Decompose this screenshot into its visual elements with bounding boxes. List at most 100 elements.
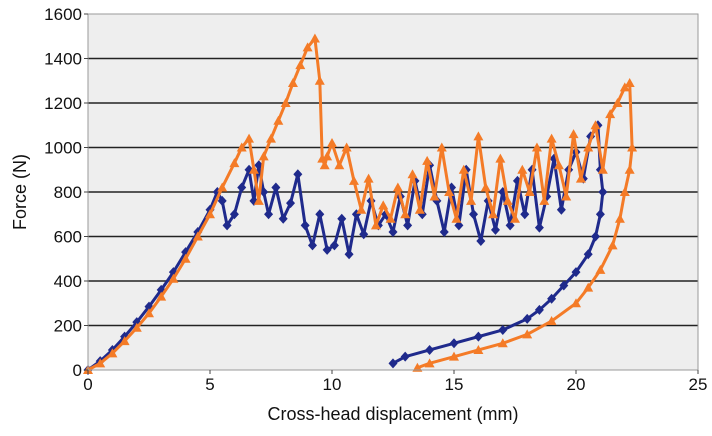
series-1-point [583, 249, 593, 260]
series-2-point [458, 164, 469, 174]
series-2-point [280, 98, 291, 107]
x-tick-label: 5 [205, 375, 214, 394]
series-2-point [119, 336, 130, 346]
series-1-point [425, 344, 435, 355]
series-1-point [571, 267, 581, 278]
series-2-point [180, 253, 191, 263]
series-2-point [322, 151, 333, 161]
series-2-point [295, 60, 306, 70]
series-2-point [624, 77, 635, 87]
series-2-point [546, 316, 557, 326]
x-axis-title: Cross-head displacement (mm) [267, 404, 518, 424]
series-1-point [476, 235, 486, 246]
y-tick-label: 1200 [44, 94, 82, 113]
series-2-point [473, 131, 484, 141]
series-2-point [156, 291, 167, 301]
series-2-point [144, 308, 154, 318]
series-1-point [473, 331, 483, 342]
series-2-point [107, 348, 118, 358]
series-2-point [553, 160, 564, 170]
series-2-point [192, 231, 203, 241]
series-2-point [449, 351, 459, 361]
series-2-point [546, 133, 557, 143]
series-2-point [424, 358, 435, 368]
series-2-point [590, 120, 601, 130]
series-2-point [539, 195, 550, 205]
series-2-point [407, 169, 418, 179]
y-tick-label: 400 [54, 272, 82, 291]
series-2-point [436, 142, 447, 152]
x-tick-label: 0 [83, 375, 92, 394]
series-1-point [449, 338, 459, 349]
series-1-point [181, 247, 191, 258]
series-1-point [520, 209, 530, 220]
y-tick-label: 1400 [44, 50, 82, 69]
series-2-point [314, 75, 325, 85]
series-1-point [591, 231, 601, 242]
series-1-point [388, 227, 398, 238]
y-axis-title: Force (N) [10, 154, 30, 230]
series-2-point [607, 240, 618, 250]
series-1-point [556, 204, 566, 215]
series-1-point [400, 351, 410, 362]
series-2-point [495, 153, 506, 163]
series-2-point [619, 187, 630, 196]
series-1-point [249, 195, 259, 206]
series-2-point [497, 338, 508, 348]
series-1-point [300, 220, 310, 231]
x-tick-label: 15 [445, 375, 464, 394]
series-2-point [422, 155, 433, 165]
series-2-point [205, 209, 215, 219]
series-2-point [575, 173, 586, 183]
series-2-point [378, 200, 389, 210]
y-tick-label: 1600 [44, 5, 82, 24]
series-2-point [229, 158, 240, 168]
series-2-point [488, 209, 499, 219]
x-tick-label: 25 [689, 375, 708, 394]
series-1-point [534, 304, 544, 315]
series-1-point [322, 244, 332, 255]
series-2-point [568, 129, 579, 139]
series-2-point [385, 213, 396, 223]
series-2-point [597, 164, 608, 174]
series-1-point [403, 220, 413, 231]
series-2-point [273, 115, 284, 125]
series-2-point [583, 142, 594, 152]
series-2-point [522, 329, 533, 339]
series-1-point [559, 280, 569, 291]
series-2-point [466, 195, 477, 205]
series-2-point [583, 282, 594, 292]
series-1-point [498, 324, 508, 335]
series-1-point [222, 220, 232, 231]
series-1-point [278, 213, 288, 224]
series-1-point [329, 240, 339, 251]
series-1-point [598, 187, 608, 197]
series-2-point [429, 191, 440, 201]
series-1-point [271, 182, 281, 193]
series-2-point [561, 191, 572, 201]
series-1-point [490, 224, 500, 235]
series-2-point [451, 213, 462, 223]
series-2-point [341, 142, 352, 152]
series-1-point [388, 358, 398, 369]
series-2-point [414, 204, 425, 214]
y-tick-labels: 0 200 400 600 800 1000 1200 1400 1600 [44, 5, 88, 380]
series-2-point [400, 209, 411, 219]
series-1-point [505, 220, 515, 231]
x-tick-label: 10 [323, 375, 342, 394]
y-tick-label: 800 [54, 183, 82, 202]
series-1-point [439, 227, 449, 238]
y-tick-label: 200 [54, 317, 82, 336]
x-tick-labels: 0 5 10 15 20 25 [83, 370, 707, 394]
series-2 [83, 33, 638, 374]
series-2-point [595, 264, 606, 274]
series-1-point [469, 209, 479, 220]
series-1-point [315, 209, 325, 220]
series-1-point [595, 209, 605, 220]
series-2-point [612, 98, 623, 107]
series-2-point [370, 220, 381, 230]
series-2-point [517, 164, 528, 174]
series-2-line [87, 36, 634, 372]
series-2-point [605, 109, 616, 119]
